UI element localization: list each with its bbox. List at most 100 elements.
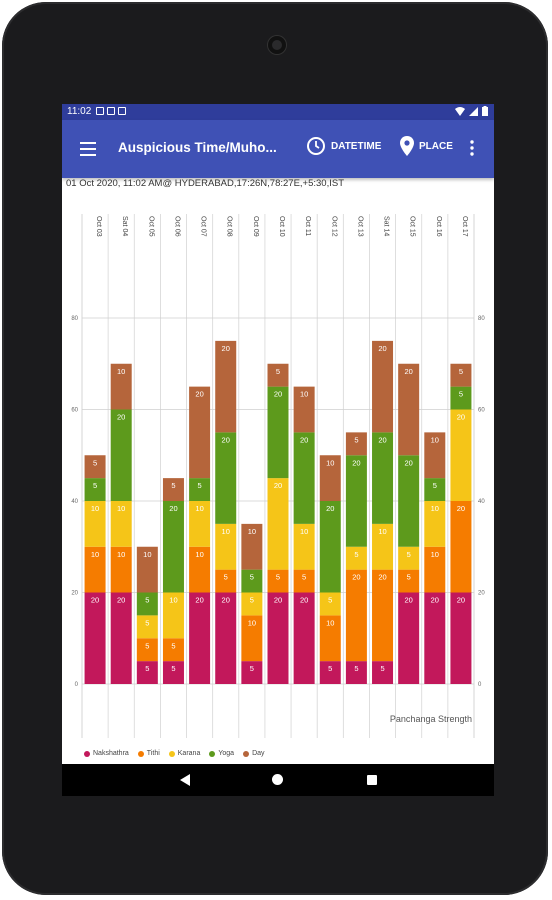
bar-segment: [110, 501, 132, 547]
bar-segment: [215, 432, 237, 524]
x-tick-label: Oct 05: [147, 216, 154, 237]
y-tick-label-right: 20: [478, 591, 485, 597]
x-tick-label: Oct 11: [304, 216, 311, 236]
bar-value-label: 5: [250, 664, 254, 673]
bar-segment: [84, 501, 106, 547]
bar-segment: [215, 523, 237, 570]
bar-value-label: 10: [431, 435, 439, 444]
bar-segment: [398, 363, 420, 456]
legend-swatch: [209, 750, 216, 757]
bar-value-label: 10: [431, 550, 439, 559]
bar-segment: [450, 363, 472, 387]
bar-segment: [241, 569, 263, 593]
bar-value-label: 10: [117, 550, 125, 559]
bar-segment: [293, 569, 315, 593]
bar-segment: [215, 340, 237, 433]
bar-value-label: 5: [93, 458, 97, 467]
bar-value-label: 5: [198, 481, 202, 490]
bar-value-label: 20: [274, 481, 282, 490]
legend-swatch: [243, 750, 250, 757]
signal-icon: [469, 106, 478, 116]
bar-segment: [372, 569, 394, 662]
bar-value-label: 5: [145, 641, 149, 650]
bar-segment: [293, 432, 315, 524]
bar-segment: [372, 523, 394, 570]
bar-value-label: 20: [352, 573, 360, 582]
recents-icon[interactable]: [367, 775, 377, 785]
datetime-button[interactable]: DATETIME: [306, 136, 381, 156]
bar-segment: [424, 432, 446, 479]
bar-value-label: 20: [404, 596, 412, 605]
bar-value-label: 5: [302, 573, 306, 582]
wifi-icon: [455, 106, 465, 116]
bar-value-label: 10: [326, 458, 334, 467]
bar-value-label: 10: [117, 367, 125, 376]
bar-value-label: 20: [352, 458, 360, 467]
bar-segment: [319, 455, 341, 501]
bar-value-label: 20: [222, 435, 230, 444]
bar-value-label: 10: [91, 504, 99, 513]
legend-label: Tithi: [146, 750, 160, 757]
legend-swatch: [137, 750, 144, 757]
x-tick-label: Oct 07: [200, 216, 207, 237]
status-bar: 11:02: [62, 104, 494, 120]
bar-segment: [293, 386, 315, 433]
bar-value-label: 5: [250, 596, 254, 605]
bar-segment: [398, 592, 420, 684]
bar-value-label: 10: [195, 550, 203, 559]
chart-legend: Nakshathra Tithi Karana Yoga Day: [84, 750, 265, 757]
bar-value-label: 20: [378, 344, 386, 353]
bar-segment: [136, 638, 158, 662]
bar-value-label: 5: [328, 596, 332, 605]
screen: 11:02 Auspicious Time/Muho... DATETIME: [62, 104, 494, 796]
bar-segment: [424, 546, 446, 593]
y-tick-label-right: 40: [478, 499, 485, 505]
bar-value-label: 10: [378, 527, 386, 536]
bar-segment: [189, 501, 211, 547]
bar-segment: [319, 501, 341, 593]
overflow-menu-icon[interactable]: [470, 140, 474, 156]
bar-segment: [241, 523, 263, 570]
bar-value-label: 10: [248, 618, 256, 627]
bar-segment: [267, 592, 289, 684]
datetime-label: DATETIME: [331, 140, 382, 152]
bar-value-label: 20: [378, 435, 386, 444]
x-tick-label: Oct 06: [173, 216, 180, 237]
y-tick-label-left: 80: [71, 316, 78, 322]
bar-segment: [110, 546, 132, 593]
x-tick-label: Sat 04: [121, 216, 128, 236]
x-tick-label: Oct 09: [252, 216, 259, 237]
bar-segment: [241, 661, 263, 684]
bar-value-label: 10: [248, 527, 256, 536]
bar-segment: [267, 569, 289, 593]
bar-value-label: 10: [117, 504, 125, 513]
bar-segment: [162, 592, 184, 639]
menu-icon[interactable]: [80, 142, 96, 156]
notification-icon: [107, 107, 115, 115]
x-tick-label: Sat 14: [383, 216, 390, 236]
bar-value-label: 20: [222, 344, 230, 353]
notification-icons: [96, 107, 126, 115]
bar-segment: [424, 478, 446, 501]
bar-value-label: 5: [145, 596, 149, 605]
bar-segment: [293, 523, 315, 570]
y-tick-label-left: 40: [71, 499, 78, 505]
bar-value-label: 20: [274, 390, 282, 399]
back-icon[interactable]: [180, 774, 190, 786]
legend-label: Nakshathra: [93, 750, 129, 757]
page-title: Auspicious Time/Muho...: [118, 140, 277, 155]
bar-segment: [319, 592, 341, 616]
bar-value-label: 20: [457, 413, 465, 422]
y-tick-label-right: 80: [478, 316, 485, 322]
bar-segment: [189, 386, 211, 479]
y-tick-label-left: 0: [75, 682, 79, 688]
legend-label: Day: [252, 750, 265, 757]
bar-value-label: 5: [250, 573, 254, 582]
y-tick-label-left: 60: [71, 408, 78, 414]
y-tick-label-right: 0: [478, 682, 482, 688]
place-button[interactable]: PLACE: [400, 136, 453, 156]
home-icon[interactable]: [272, 774, 283, 785]
bar-segment: [345, 455, 367, 547]
legend-label: Yoga: [218, 750, 235, 757]
legend-item: Karana: [168, 750, 200, 757]
